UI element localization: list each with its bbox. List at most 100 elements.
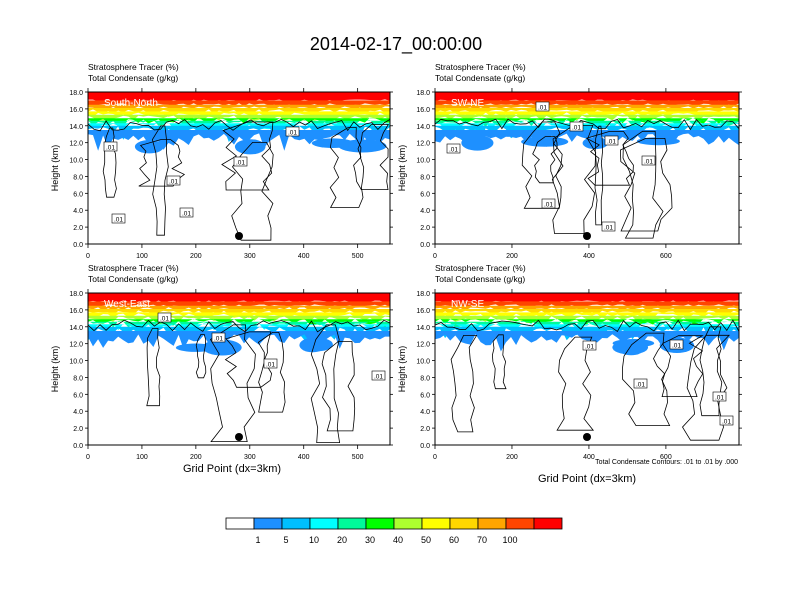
tracer-band-10 <box>435 100 739 106</box>
colorbar-label: 1 <box>255 535 260 545</box>
svg-text:.01: .01 <box>449 147 458 154</box>
plot-frame <box>87 292 391 446</box>
contour-label: .01 <box>604 135 619 146</box>
svg-text:.01: .01 <box>106 145 115 152</box>
tracer-band-1 <box>88 331 390 350</box>
y-tick-label: 0.0 <box>73 443 83 450</box>
tracer-band-11 <box>435 293 739 303</box>
panel-nw-se: .01 .01 .01 .01 .01 NW-SE 0.0 2.0 4.0 6.0 8.0 10.0 1… <box>397 263 742 461</box>
y-tick-label: 8.0 <box>420 174 430 181</box>
colorbar-swatch <box>337 517 367 530</box>
contour-label: .01 <box>233 156 248 167</box>
svg-text:.01: .01 <box>214 336 223 343</box>
y-axis-label: Height (km) <box>397 346 407 393</box>
svg-text:.01: .01 <box>182 211 191 218</box>
y-tick-label: 6.0 <box>73 392 83 399</box>
contour-line <box>682 334 731 441</box>
contour-label: .01 <box>157 312 172 323</box>
contour-label: .01 <box>541 198 556 209</box>
plot-frame <box>434 292 740 446</box>
tracer-patch <box>461 135 494 151</box>
y-tick-label: 4.0 <box>73 409 83 416</box>
tracer-band-11 <box>435 92 739 102</box>
x-tick-label: 500 <box>352 253 364 260</box>
x-tick-label: 0 <box>433 253 437 260</box>
colorbar-label: 100 <box>502 535 517 545</box>
tracer-field <box>88 92 390 244</box>
tracer-band-1 <box>435 130 739 149</box>
contour-label: .01 <box>211 332 226 343</box>
tracer-band-8 <box>435 309 739 315</box>
contour-line <box>619 138 673 232</box>
subtitle-condensate: Total Condensate (g/kg) <box>88 274 178 284</box>
contour-line <box>585 131 634 186</box>
x-tick-label: 100 <box>136 253 148 260</box>
colorbar-label: 70 <box>477 535 487 545</box>
contour-label: .01 <box>263 358 278 369</box>
contour-label: .01 <box>582 340 597 351</box>
y-tick-label: 14.0 <box>416 124 430 131</box>
tracer-band-6 <box>435 315 739 322</box>
contour-label: .01 <box>371 370 386 381</box>
x-tick-label: 0 <box>86 253 90 260</box>
contour-label: .01 <box>103 141 118 152</box>
contour-label: .01 <box>669 339 684 350</box>
location-marker <box>235 433 243 441</box>
y-tick-label: 10.0 <box>416 158 430 165</box>
y-tick-label: 14.0 <box>416 325 430 332</box>
contour-line <box>88 319 390 333</box>
contour-line <box>138 139 186 187</box>
contour-label: .01 <box>166 175 181 186</box>
y-tick-label: 10.0 <box>416 359 430 366</box>
contour-line <box>329 127 365 208</box>
contour-line <box>622 130 664 239</box>
y-tick-label: 0.0 <box>73 242 83 249</box>
contour-line <box>224 331 273 388</box>
contour-line <box>491 334 507 390</box>
contour-label: .01 <box>569 121 584 132</box>
tracer-patch <box>234 139 266 155</box>
tracer-band-6 <box>435 114 739 121</box>
contour-line <box>195 334 207 379</box>
y-tick-label: 10.0 <box>69 158 83 165</box>
contour-line <box>146 328 161 407</box>
subtitle-tracer: Stratosphere Tracer (%) <box>435 62 526 72</box>
x-tick-label: 100 <box>136 454 148 461</box>
y-tick-label: 12.0 <box>416 342 430 349</box>
tracer-band-9 <box>88 104 390 110</box>
panels: .01 .01 .01 .01 .01 .01 South-North 0.0 2.0 4.0 6.… <box>50 62 742 461</box>
y-tick-label: 10.0 <box>69 359 83 366</box>
panel-name: SW-NE <box>451 98 484 109</box>
colorbar-swatch <box>421 517 451 530</box>
contour-line <box>231 142 274 241</box>
svg-text:.01: .01 <box>114 217 123 224</box>
y-tick-label: 4.0 <box>420 409 430 416</box>
location-marker <box>235 232 243 240</box>
subtitle-condensate: Total Condensate (g/kg) <box>435 274 525 284</box>
tracer-band-4 <box>88 320 390 328</box>
tracer-band-6 <box>88 114 390 121</box>
contour-label: .01 <box>111 213 126 224</box>
panel-name: South-North <box>104 98 158 109</box>
contour-line <box>622 332 672 426</box>
condensate-contours <box>88 319 390 443</box>
y-tick-label: 0.0 <box>420 443 430 450</box>
tracer-band-10 <box>88 301 390 307</box>
y-tick-label: 18.0 <box>416 90 430 97</box>
y-tick-label: 2.0 <box>73 225 83 232</box>
plot-frame <box>434 91 740 245</box>
y-tick-label: 16.0 <box>416 107 430 114</box>
y-tick-label: 16.0 <box>69 107 83 114</box>
contour-label: .01 <box>712 391 727 402</box>
contour-line <box>209 324 256 442</box>
x-axis-label-left: Grid Point (dx=3km) <box>183 463 281 475</box>
contour-label: .01 <box>641 155 656 166</box>
x-tick-label: 200 <box>190 253 202 260</box>
y-tick-label: 14.0 <box>69 325 83 332</box>
tracer-band-11 <box>88 92 390 102</box>
colorbar-swatch <box>505 517 535 530</box>
svg-text:.01: .01 <box>538 105 547 112</box>
contour-line <box>556 336 595 431</box>
colorbar-label: 40 <box>393 535 403 545</box>
colorbar-swatch <box>281 517 311 530</box>
